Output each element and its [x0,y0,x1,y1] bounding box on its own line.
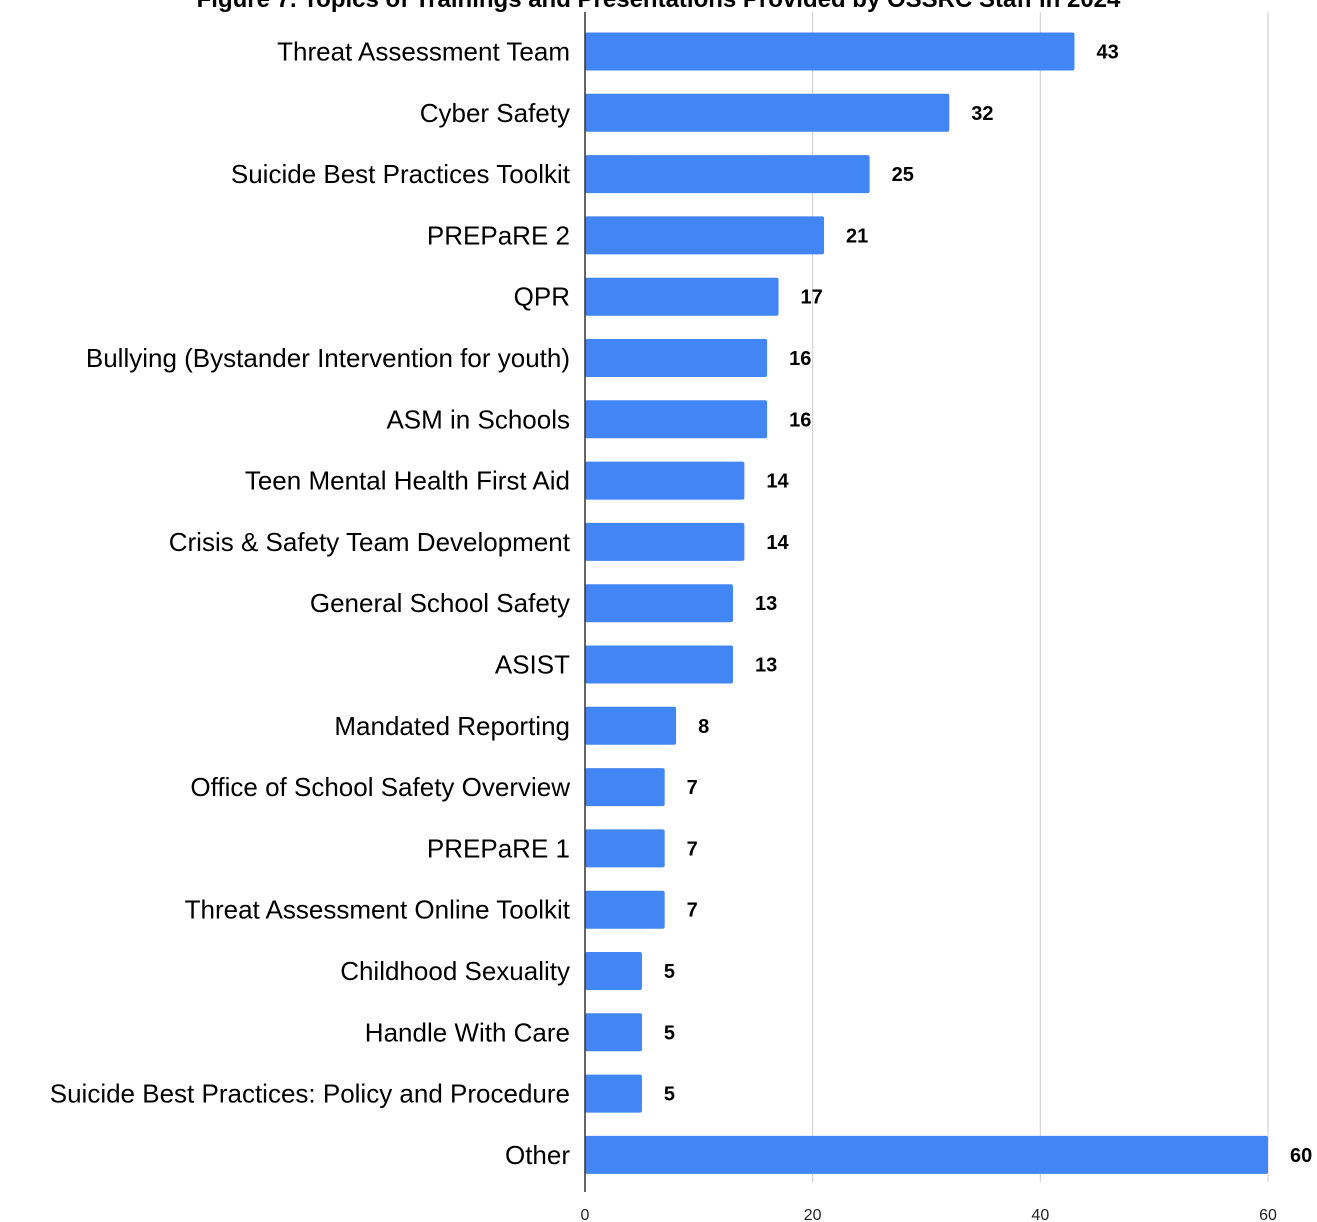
data-label: 16 [789,348,811,370]
category-label: Threat Assessment Team [277,37,570,67]
bar [585,339,768,377]
bar [585,400,768,439]
data-label: 17 [801,287,823,309]
data-label: 5 [664,961,675,983]
bar [585,155,870,194]
category-label: Childhood Sexuality [340,956,570,986]
category-label: ASIST [495,650,570,680]
bar [585,952,642,990]
data-label: 5 [664,1022,675,1044]
data-label: 43 [1096,42,1118,64]
category-label: Threat Assessment Online Toolkit [185,895,571,925]
bar [585,768,665,807]
data-label: 32 [971,103,993,125]
category-label: PREPaRE 1 [427,833,570,863]
bar [585,216,825,255]
bar [585,522,745,561]
category-label: QPR [514,282,570,312]
bar [585,706,677,745]
bar [585,1135,1268,1174]
category-label: PREPaRE 2 [427,220,570,250]
bars [585,32,1268,1174]
bar [585,890,665,929]
category-labels: Threat Assessment Team Cyber Safety Suicid… [50,37,571,1170]
data-label: 8 [698,716,709,738]
category-label: Mandated Reporting [334,711,570,741]
data-label: 14 [766,471,789,493]
data-label: 7 [687,838,698,860]
category-label: Teen Mental Health First Aid [245,466,570,496]
category-label: Crisis & Safety Team Development [169,527,571,557]
data-label: 60 [1290,1145,1312,1167]
data-label: 13 [755,655,777,677]
category-label: Office of School Safety Overview [190,772,570,802]
data-label: 16 [789,409,811,431]
category-label: Bullying (Bystander Intervention for you… [86,343,570,373]
x-tick-label: 20 [804,1207,822,1222]
value-labels: 43 32 25 21 17 16 16 14 14 13 13 8 7 7 7 5 5 5 60 [664,42,1312,1167]
bar [585,277,779,316]
bar [585,1013,642,1052]
category-label: Other [505,1140,570,1170]
grid-lines [812,12,1269,1182]
data-label: 5 [664,1084,675,1106]
bar [585,584,733,623]
data-label: 25 [892,164,914,186]
chart-title: Figure 7. Topics of Trainings and Presen… [0,0,1317,12]
bar [585,93,950,132]
bar [585,32,1075,71]
bar [585,461,745,500]
bar [585,829,665,868]
bar [585,1074,642,1113]
category-label: Suicide Best Practices: Policy and Proce… [50,1079,570,1109]
bar [585,645,733,684]
data-label: 13 [755,593,777,615]
data-label: 7 [687,777,698,799]
x-tick-label: 60 [1259,1207,1277,1222]
category-label: Handle With Care [365,1017,570,1047]
x-axis-ticks: 0 20 40 60 [581,1207,1277,1222]
category-label: General School Safety [310,588,570,618]
data-label: 21 [846,225,868,247]
category-label: Suicide Best Practices Toolkit [231,159,571,189]
category-label: Cyber Safety [420,98,570,128]
x-tick-label: 0 [581,1207,590,1222]
data-label: 14 [766,532,789,554]
x-tick-label: 40 [1031,1207,1049,1222]
data-label: 7 [687,900,698,922]
category-label: ASM in Schools [386,404,570,434]
